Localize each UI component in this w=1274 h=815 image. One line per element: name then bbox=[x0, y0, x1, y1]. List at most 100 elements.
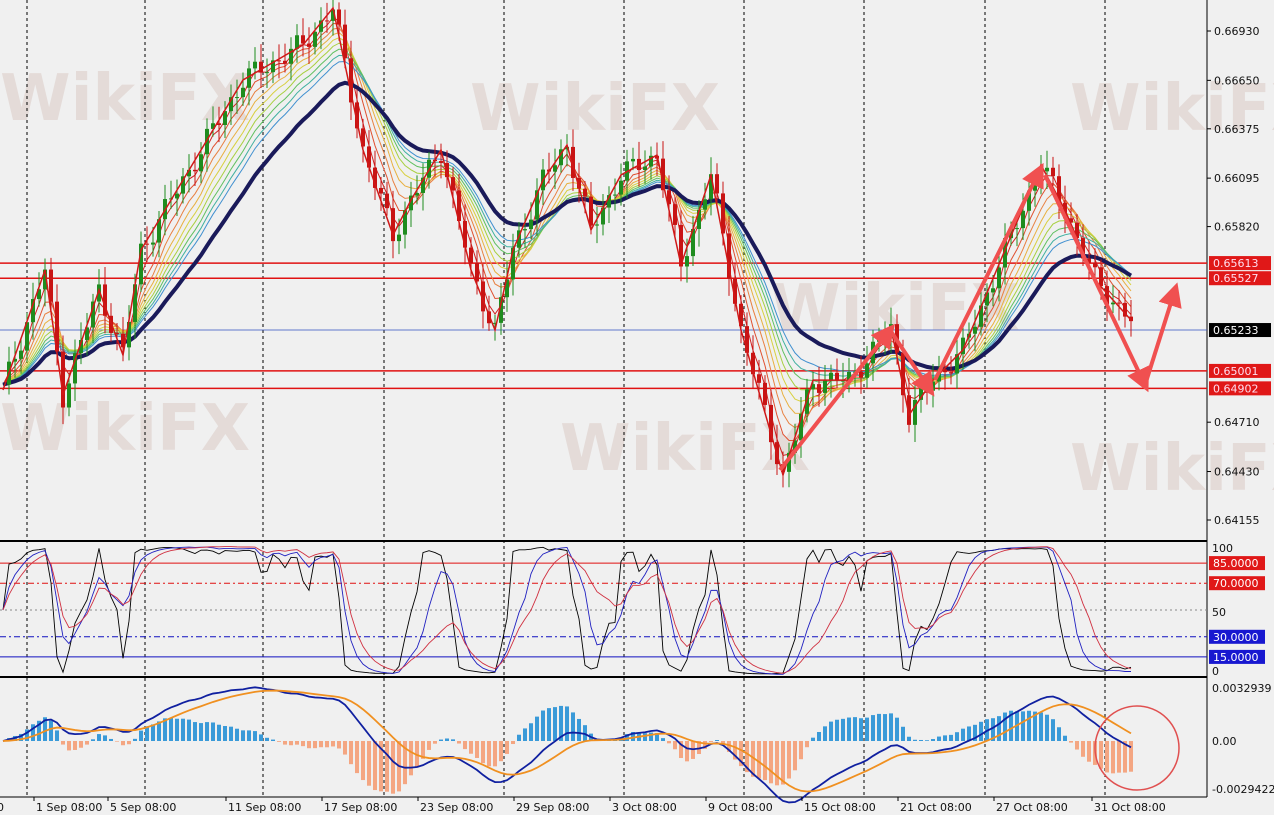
oscillator-line bbox=[2, 546, 1132, 675]
trend-arrow bbox=[888, 328, 935, 397]
candle-body bbox=[613, 194, 617, 196]
macd-histogram-bar bbox=[997, 716, 1001, 741]
macd-histogram-bar bbox=[895, 717, 899, 741]
macd-tick-label: -0.0029422 bbox=[1212, 783, 1274, 796]
oscillator-level-tag bbox=[1209, 556, 1265, 571]
price-tick-label: 0.66375 bbox=[1214, 123, 1260, 136]
macd-histogram-bar bbox=[385, 741, 389, 792]
macd-histogram-bar bbox=[799, 741, 803, 760]
macd-histogram-bar bbox=[133, 738, 137, 741]
candle-body bbox=[505, 279, 509, 298]
candle-body bbox=[367, 146, 371, 168]
macd-histogram-bar bbox=[1063, 735, 1067, 741]
candle-body bbox=[91, 301, 95, 328]
candle-body bbox=[139, 243, 143, 285]
macd-histogram-bar bbox=[523, 728, 527, 741]
candle-body bbox=[127, 321, 131, 348]
macd-histogram-bar bbox=[337, 741, 341, 749]
macd-histogram-bar bbox=[811, 737, 815, 741]
macd-histogram-bar bbox=[673, 741, 677, 750]
price-level-tag bbox=[1209, 381, 1271, 396]
candle-body bbox=[667, 190, 671, 205]
candle-body bbox=[247, 68, 251, 88]
candle-body bbox=[295, 35, 299, 49]
macd-histogram-bar bbox=[949, 734, 953, 741]
candle-body bbox=[343, 24, 347, 59]
macd-histogram-bar bbox=[181, 718, 185, 741]
price-tick-label: 0.66650 bbox=[1214, 74, 1260, 87]
candle-body bbox=[985, 292, 989, 306]
candle-body bbox=[259, 61, 263, 73]
candle-body bbox=[463, 221, 467, 248]
macd-histogram-bar bbox=[277, 741, 281, 742]
macd-histogram-bar bbox=[883, 714, 887, 741]
oscillator-level-tag bbox=[1209, 629, 1265, 644]
macd-histogram-bar bbox=[73, 741, 77, 750]
candle-body bbox=[1045, 167, 1049, 172]
time-tick-label: 17 Sep 08:00 bbox=[324, 801, 397, 814]
macd-histogram-bar bbox=[355, 741, 359, 774]
macd-histogram-bar bbox=[487, 741, 491, 767]
macd-histogram-bar bbox=[205, 722, 209, 741]
candle-body bbox=[253, 61, 257, 69]
candle-body bbox=[571, 146, 575, 178]
macd-histogram-bar bbox=[289, 741, 293, 746]
macd-histogram-bar bbox=[223, 726, 227, 741]
price-level-tag bbox=[1209, 323, 1271, 338]
macd-histogram-bar bbox=[331, 741, 335, 747]
candle-body bbox=[211, 123, 215, 129]
macd-histogram-bar bbox=[661, 738, 665, 741]
macd-histogram-bar bbox=[1117, 741, 1121, 773]
candle-body bbox=[817, 384, 821, 393]
price-tick-label: 0.64155 bbox=[1214, 514, 1260, 527]
candle-body bbox=[991, 288, 995, 293]
candle-body bbox=[1051, 167, 1055, 177]
candle-body bbox=[67, 383, 71, 408]
macd-histogram-bar bbox=[955, 732, 959, 741]
candle-body bbox=[1105, 286, 1109, 305]
candle-body bbox=[847, 371, 851, 381]
watermark-text: WikiFX bbox=[0, 62, 250, 136]
macd-histogram-bar bbox=[1123, 741, 1127, 773]
trend-arrow bbox=[933, 162, 1044, 381]
macd-histogram-bar bbox=[271, 739, 275, 741]
macd-histogram-bar bbox=[655, 733, 659, 741]
candle-body bbox=[1093, 262, 1097, 268]
macd-histogram-bar bbox=[973, 724, 977, 741]
macd-histogram-bar bbox=[67, 741, 71, 751]
macd-histogram-bar bbox=[541, 710, 545, 741]
macd-histogram-bar bbox=[715, 740, 719, 741]
macd-histogram-bar bbox=[1039, 712, 1043, 741]
macd-histogram-bar bbox=[19, 733, 23, 741]
oscillator-line bbox=[2, 546, 1132, 675]
candle-body bbox=[25, 322, 29, 351]
macd-histogram-bar bbox=[1045, 714, 1049, 741]
macd-histogram-bar bbox=[103, 735, 107, 741]
macd-histogram-bar bbox=[247, 730, 251, 741]
candle-body bbox=[739, 303, 743, 327]
candle-body bbox=[73, 353, 77, 384]
candle-body bbox=[229, 97, 233, 112]
macd-histogram-bar bbox=[733, 741, 737, 760]
candle-body bbox=[913, 399, 917, 425]
macd-histogram-bar bbox=[409, 741, 413, 776]
candle-body bbox=[1003, 238, 1007, 268]
macd-histogram-bar bbox=[187, 719, 191, 741]
candle-body bbox=[697, 209, 701, 229]
macd-histogram-bar bbox=[739, 741, 743, 767]
candle-body bbox=[19, 350, 23, 359]
macd-histogram-bar bbox=[43, 717, 47, 741]
macd-histogram-bar bbox=[919, 739, 923, 741]
candle-body bbox=[37, 289, 41, 300]
price-level-label: 0.65527 bbox=[1213, 272, 1259, 285]
macd-histogram-bar bbox=[907, 736, 911, 741]
macd-histogram-bar bbox=[1051, 719, 1055, 741]
macd-histogram-bar bbox=[1069, 741, 1073, 743]
macd-histogram-bar bbox=[835, 719, 839, 741]
candle-body bbox=[475, 262, 479, 282]
macd-histogram-bar bbox=[667, 741, 671, 744]
oscillator-level-tag bbox=[1209, 576, 1265, 591]
candle-body bbox=[601, 207, 605, 225]
candle-body bbox=[787, 452, 791, 472]
